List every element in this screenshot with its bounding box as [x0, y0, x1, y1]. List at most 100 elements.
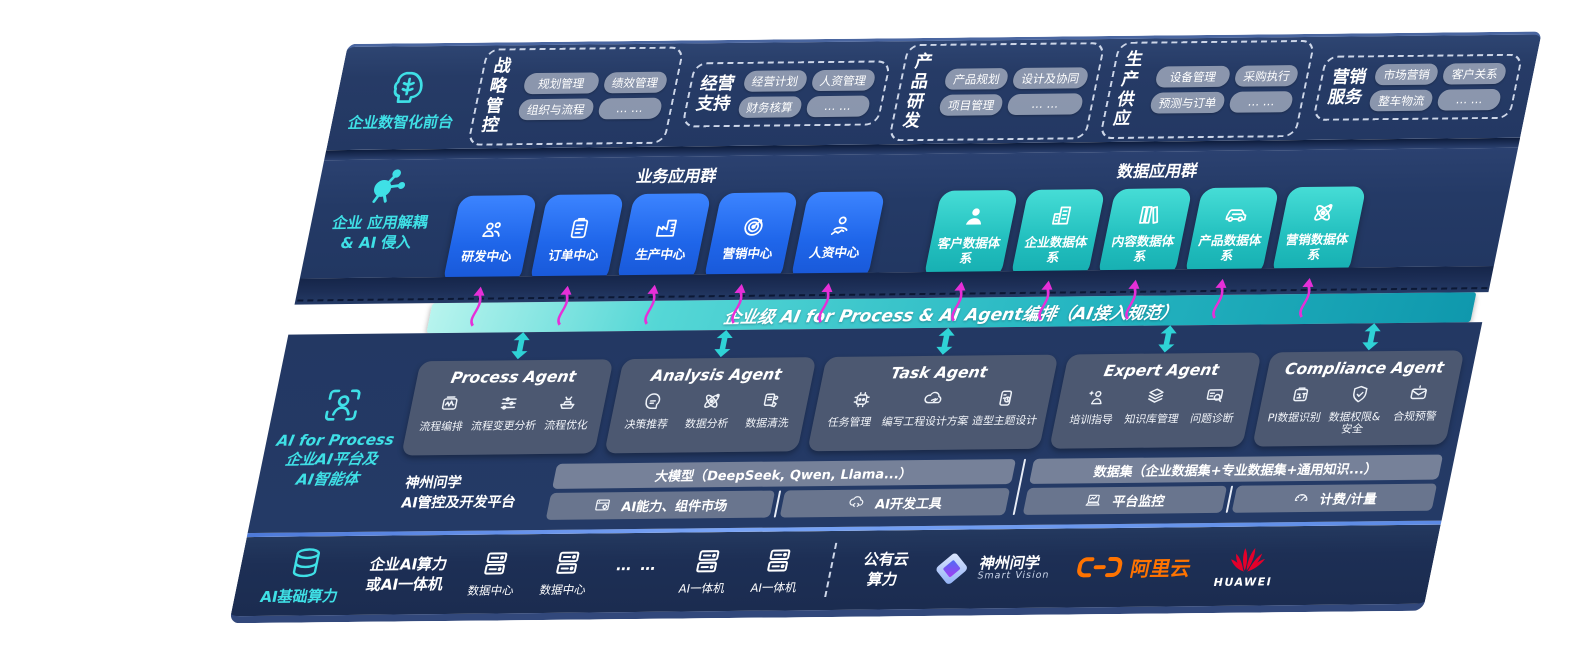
group-title-bottom: 支持 [694, 93, 733, 114]
group-product: 产品 研发 产品规划 设计及协同 项目管理 … … [888, 42, 1106, 141]
pi-id-icon [1287, 384, 1314, 406]
books-icon [1133, 201, 1164, 227]
pill: 设计及协同 [1011, 67, 1090, 90]
tile-customer-data: 客户数据体系 [923, 189, 1019, 322]
cloud-edit-icon [920, 388, 947, 410]
tile-marketing-data: 营销数据体系 [1271, 186, 1367, 318]
group-title-top: 战略 [487, 56, 514, 97]
public-cloud-line2: 算力 [865, 570, 900, 589]
group-title: 生产 供应 [1111, 50, 1152, 130]
front-office-groups: 战略 管控 规划管理 绩效管理 组织与流程 … … 经营 支持 [465, 38, 1541, 146]
infra-rail: AI基础算力 [258, 545, 348, 607]
tile-rd-center: 研发中心 [442, 195, 538, 327]
architecture-panel: 企业数智化前台 战略 管控 规划管理 绩效管理 组织与流程 … … [229, 31, 1542, 624]
brain-icon [384, 67, 432, 108]
ai-platform-label-line2: 企业AI平台及 [283, 449, 380, 469]
alert-icon [1405, 383, 1432, 405]
business-group-title: 业务应用群 [634, 166, 719, 187]
magenta-arrow [1124, 279, 1139, 320]
agent-item-label: 决策推荐 [623, 417, 670, 432]
decouple-label: 企业 应用解耦 & AI 侵入 [326, 213, 430, 253]
agent-labels: 任务管理 编写工程设计方案 造型主题设计 [820, 413, 1039, 430]
agent-labels: PI数据识别 数据权限& 安全 合规预警 [1262, 409, 1444, 438]
group-title: 经营 支持 [694, 73, 737, 115]
factory-icon [650, 214, 681, 240]
datacenter-node: 数据中心 [538, 548, 594, 599]
group-title-bottom: 服务 [1326, 86, 1365, 108]
training-icon [1084, 386, 1111, 408]
server-icon [761, 546, 797, 576]
ai-content: Process Agent 流程编排 流程变更分析 流程优化 [388, 322, 1471, 521]
platform-row: 神州问学 AI管控及开发平台 大模型（DeepSeek, Qwen, Llama… [388, 454, 1444, 521]
pill: 绩效管理 [601, 71, 669, 94]
pill-grid: 经营计划 人资管理 财务核算 … … [736, 69, 877, 118]
pill-grid: 市场营销 客户关系 整车物流 … … [1368, 62, 1508, 112]
group-title-bottom: 管控 [479, 95, 505, 136]
agent-item-label: 合规预警 [1391, 409, 1438, 424]
cell-label: AI开发工具 [873, 496, 944, 513]
pill: … … [1228, 91, 1295, 113]
tile-label: 客户数据体系 [936, 235, 1002, 266]
tile-label: 研发中心 [460, 247, 514, 264]
agent-labels: 决策推荐 数据分析 数据清洗 [617, 416, 797, 432]
pill: 设备管理 [1154, 65, 1232, 88]
node-label: AI一体机 [677, 581, 727, 596]
tile-content-data: 内容数据体系 [1097, 188, 1193, 320]
tile-label: 企业数据体系 [1023, 234, 1089, 265]
workflow-icon [436, 393, 463, 415]
magenta-arrow [469, 286, 484, 327]
agent-title: Compliance Agent [1283, 358, 1446, 379]
front-office-label: 企业数智化前台 [346, 112, 456, 132]
ai-appliance-node: AI一体机 [749, 546, 805, 597]
huawei-flower-icon [1230, 547, 1265, 572]
expert-agent-card: Expert Agent 培训指导 知识库管理 问题诊断 [1049, 325, 1262, 449]
datacenter-node: 数据中心 [466, 549, 522, 600]
magenta-arrow [950, 281, 965, 322]
agent-title: Analysis Agent [649, 365, 784, 385]
magenta-arrow [730, 283, 745, 324]
smartvision-diamond-icon [936, 553, 968, 585]
agent-item-label: 造型主题设计 [970, 413, 1039, 428]
pill: 整车物流 [1368, 89, 1435, 112]
car-icon [1220, 201, 1251, 227]
atom-icon [698, 390, 725, 412]
public-cloud-line1: 公有云 [862, 550, 911, 569]
agent-item-label: 知识库管理 [1123, 412, 1180, 426]
ai-platform-rail: AI for Process 企业AI平台及 AI智能体 [250, 333, 427, 523]
platform-label-line1: 神州问学 [403, 474, 464, 491]
agent-item-label: 数据清洗 [744, 416, 790, 430]
pill: 组织与流程 [517, 98, 595, 121]
teal-double-arrow [713, 330, 733, 358]
cell-label: 计费/计量 [1318, 492, 1379, 508]
compute-label: 企业AI算力 或AI一体机 [364, 554, 450, 595]
molecule-icon [361, 163, 414, 208]
agent-item-label: 培训指导 [1068, 412, 1115, 427]
platform-label-line2: AI管控及开发平台 [399, 494, 518, 512]
decouple-rail: 企业 应用解耦 & AI 侵入 [305, 159, 462, 254]
hr-icon [824, 212, 855, 238]
pill: … … [596, 97, 663, 120]
pill-grid: 设备管理 采购执行 预测与订单 … … [1148, 65, 1300, 114]
huawei-logo: HUAWEI [1212, 543, 1280, 589]
compute-line2: 或AI一体机 [363, 575, 445, 595]
tile-hr-center: 人资中心 [790, 191, 886, 323]
pill: 市场营销 [1373, 63, 1440, 86]
pill: … … [1436, 88, 1503, 111]
pill: 预测与订单 [1148, 91, 1227, 114]
agent-title: Task Agent [889, 363, 989, 383]
business-app-group: 业务应用群 研发中心 订单中心 [442, 160, 891, 327]
pill: 规划管理 [522, 72, 601, 95]
agent-item-label: 流程编排 [418, 419, 465, 434]
band-front-office: 企业数智化前台 战略 管控 规划管理 绩效管理 组织与流程 … … [326, 31, 1542, 151]
task-icon [848, 389, 875, 411]
group-title-top: 经营 [698, 73, 737, 95]
server-icon [689, 546, 725, 576]
billing-cell: 计费/计量 [1231, 483, 1438, 513]
pill: … … [1006, 93, 1085, 116]
data-app-group: 数据应用群 客户数据体系 企业数据体系 [923, 155, 1372, 322]
tile-label: 订单中心 [547, 246, 601, 263]
clipboard-icon [563, 215, 594, 241]
agent-labels: 培训指导 知识库管理 问题诊断 [1062, 412, 1242, 427]
agent-item-label: 数据分析 [683, 417, 730, 431]
teal-double-arrow [1158, 325, 1178, 353]
